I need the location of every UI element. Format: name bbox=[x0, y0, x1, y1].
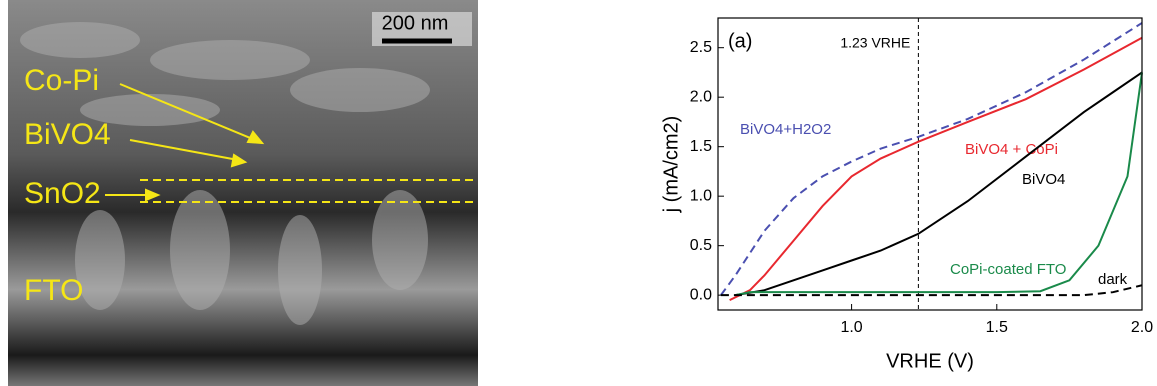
layer-label: Co-Pi bbox=[24, 64, 99, 97]
y-tick-label: 0.0 bbox=[690, 286, 712, 303]
series-label: dark bbox=[1098, 271, 1128, 288]
layer-label: SnO2 bbox=[24, 177, 101, 210]
series-line bbox=[729, 36, 1143, 302]
series-label: BiVO4 + CoPi bbox=[965, 141, 1058, 158]
y-tick-label: 2.5 bbox=[690, 39, 712, 56]
x-axis-label: VRHE (V) bbox=[886, 350, 974, 372]
series-line bbox=[720, 22, 1143, 296]
panel-label: (a) bbox=[728, 30, 752, 52]
x-tick-label: 1.5 bbox=[986, 319, 1008, 336]
y-axis-label: j (mA/cm2) bbox=[660, 116, 682, 214]
series-label: CoPi-coated FTO bbox=[950, 261, 1066, 278]
series-line bbox=[720, 284, 1143, 297]
y-tick-label: 1.5 bbox=[690, 138, 712, 155]
x-tick-label: 2.0 bbox=[1131, 319, 1153, 336]
y-tick-label: 0.5 bbox=[690, 237, 712, 254]
plot-frame bbox=[717, 17, 1143, 311]
reference-label: 1.23 VRHE bbox=[840, 35, 910, 51]
series-line bbox=[735, 72, 1143, 297]
sem-image: 200 nm Co-Pi BiVO4 SnO2 FTO bbox=[8, 0, 478, 386]
series-line bbox=[735, 71, 1143, 297]
scale-bar-label: 200 nm bbox=[382, 12, 449, 34]
series-label: BiVO4 bbox=[1022, 171, 1065, 188]
series-label: BiVO4+H2O2 bbox=[740, 121, 831, 138]
y-tick-label: 1.0 bbox=[690, 187, 712, 204]
y-tick-label: 2.0 bbox=[690, 88, 712, 105]
layer-label: BiVO4 bbox=[24, 118, 111, 151]
chart: 0.0 0.5 1.0 1.5 2.0 2.5 1.0 1.5 2.0 1.23 VRHE BiVO… bbox=[660, 17, 1153, 372]
layer-label: FTO bbox=[24, 274, 83, 307]
x-tick-label: 1.0 bbox=[840, 319, 862, 336]
